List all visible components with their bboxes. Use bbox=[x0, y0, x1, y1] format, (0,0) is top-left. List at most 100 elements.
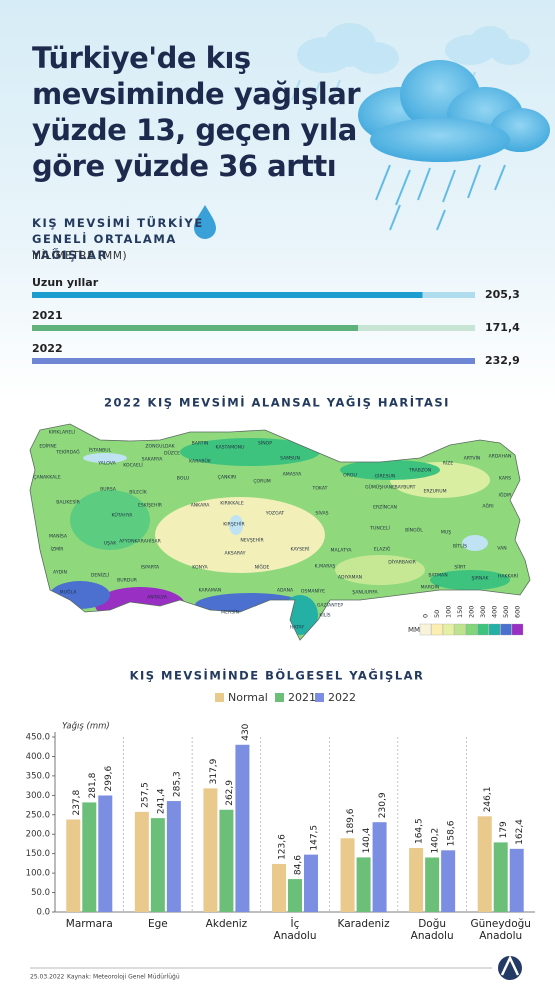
legend-swatch bbox=[275, 693, 284, 702]
bar bbox=[32, 292, 423, 298]
bar bbox=[272, 863, 286, 912]
map-label: ŞIRNAK bbox=[471, 576, 489, 582]
map-title: 2022 KIŞ MEVSİMİ ALANSAL YAĞIŞ HARİTASI bbox=[104, 395, 450, 410]
map-label: YOZGAT bbox=[265, 511, 285, 517]
map-label: ELAZIĞ bbox=[374, 546, 391, 553]
bar-label: Uzun yıllar bbox=[32, 276, 99, 289]
value-label: 281,8 bbox=[88, 772, 98, 798]
map-label: ORDU bbox=[343, 473, 357, 479]
map-label: DİYARBAKIR bbox=[388, 559, 416, 566]
legend-swatch bbox=[500, 623, 512, 636]
value-label: 241,4 bbox=[156, 788, 166, 814]
map-label: RİZE bbox=[443, 460, 454, 467]
map-label: BAYBURT bbox=[395, 485, 416, 491]
legend-tick: 150 bbox=[456, 606, 464, 618]
map-label: KASTAMONU bbox=[216, 445, 245, 451]
legend-swatch bbox=[442, 623, 455, 636]
legend-tick: 400 bbox=[491, 606, 499, 618]
bar bbox=[477, 816, 492, 912]
map-label: ESKİŞEHİR bbox=[138, 502, 163, 509]
y-tick-label: 250.0 bbox=[26, 810, 50, 820]
map-label: BİTLİS bbox=[453, 543, 467, 550]
map-label: GÜMÜŞHANE bbox=[365, 484, 395, 491]
map-label: KİLİS bbox=[319, 612, 330, 619]
y-tick-label: 400.0 bbox=[26, 752, 50, 762]
legend-tick: 0 bbox=[422, 614, 430, 618]
x-tick-label: Karadeniz bbox=[337, 918, 390, 930]
map-label: IĞDIR bbox=[499, 492, 513, 499]
map-label: MALATYA bbox=[331, 548, 353, 554]
y-tick-label: 150.0 bbox=[26, 849, 50, 859]
map-label: BATMAN bbox=[428, 573, 447, 579]
value-label: 237,8 bbox=[72, 789, 82, 815]
legend-swatch bbox=[465, 623, 478, 636]
map-label: AFYONKARAHİSAR bbox=[119, 538, 162, 545]
map-label: ÇANAKKALE bbox=[33, 475, 61, 481]
value-label: 158,6 bbox=[447, 820, 457, 846]
map-label: BALIKESİR bbox=[56, 499, 80, 506]
map-label: UŞAK bbox=[104, 541, 118, 547]
map-label: VAN bbox=[497, 546, 506, 552]
map-label: ADIYAMAN bbox=[338, 575, 362, 581]
map-label: AYDIN bbox=[53, 570, 67, 576]
x-tick-label: Akdeniz bbox=[205, 918, 248, 930]
map-label: MERSİN bbox=[221, 609, 239, 616]
map-label: TRABZON bbox=[408, 468, 431, 474]
legend-swatch bbox=[431, 623, 443, 636]
value-label: 140,4 bbox=[362, 827, 372, 853]
clouds bbox=[194, 23, 550, 239]
value-label: 317,9 bbox=[209, 758, 219, 784]
map-label: MUŞ bbox=[441, 530, 451, 536]
value-label: 205,3 bbox=[485, 288, 520, 301]
map-label: NİĞDE bbox=[255, 564, 270, 571]
map-label: TEKİRDAĞ bbox=[55, 449, 80, 456]
footer-source: Kaynak: Meteoroloji Genel Müdürlüğü bbox=[67, 974, 180, 981]
bar bbox=[82, 802, 97, 912]
bar-label: 2022 bbox=[32, 342, 63, 355]
map-label: İSTANBUL bbox=[89, 447, 112, 454]
legend-label: Normal bbox=[228, 691, 268, 704]
y-tick-label: 100.0 bbox=[26, 869, 50, 879]
value-label: 162,4 bbox=[515, 819, 525, 845]
bar bbox=[219, 809, 234, 912]
x-tick-label: Doğu Anadolu bbox=[410, 918, 454, 942]
map-label: BARTIN bbox=[192, 441, 209, 447]
bar bbox=[509, 848, 524, 912]
map-label: KONYA bbox=[192, 565, 208, 571]
brand-logo bbox=[498, 955, 522, 980]
x-tick-label: Marmara bbox=[65, 918, 113, 930]
map-label: ÇORUM bbox=[253, 479, 270, 485]
map-label: ANKARA bbox=[191, 503, 211, 509]
value-label: 164,5 bbox=[415, 818, 425, 844]
map-label: ARDAHAN bbox=[489, 454, 512, 460]
x-tick-label: Güneydoğu Anadolu bbox=[470, 918, 531, 942]
map-label: ÇANKIRI bbox=[218, 475, 237, 481]
map-label: KOCAELİ bbox=[123, 462, 143, 469]
map-label: ARTVİN bbox=[464, 455, 481, 462]
map-label: BURDUR bbox=[117, 578, 138, 584]
legend-tick: 600 bbox=[514, 606, 522, 618]
value-label: 123,6 bbox=[278, 834, 288, 860]
legend-swatch bbox=[454, 623, 466, 636]
map-label: EDİRNE bbox=[39, 443, 56, 450]
legend-tick: 200 bbox=[468, 606, 476, 618]
map-label: AMASYA bbox=[283, 472, 303, 478]
y-tick-label: 0.0 bbox=[36, 908, 50, 918]
map-label: ADANA bbox=[277, 588, 294, 594]
map-label: DENİZLİ bbox=[91, 572, 109, 579]
bar bbox=[32, 325, 359, 331]
bar bbox=[304, 854, 318, 912]
legend-swatch bbox=[315, 693, 324, 702]
footer-date: 25.03.2022 bbox=[30, 974, 65, 981]
bar bbox=[32, 358, 475, 364]
map-label: ANTALYA bbox=[147, 595, 168, 601]
map-label: KIRŞEHİR bbox=[223, 521, 245, 528]
bar bbox=[441, 850, 456, 912]
bar bbox=[340, 838, 355, 912]
legend-tick: 50 bbox=[433, 610, 441, 618]
bar bbox=[235, 744, 250, 912]
chart-title: KIŞ MEVSİMİNDE BÖLGESEL YAĞIŞLAR bbox=[130, 668, 425, 683]
headline: Türkiye'de kış mevsiminde yağışlar yüzde… bbox=[32, 41, 361, 183]
